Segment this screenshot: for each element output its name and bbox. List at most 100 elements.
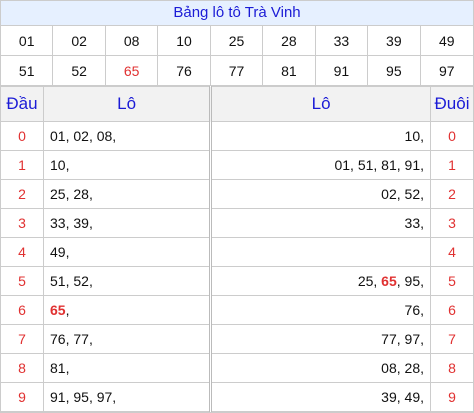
table-row: 8 81, 08, 28, 8 <box>1 353 473 383</box>
number-cell: 25 <box>210 26 264 56</box>
dau-digit: 5 <box>1 266 44 296</box>
lo-left-cell: 91, 95, 97, <box>42 382 213 412</box>
table-row: 1 10, 01, 51, 81, 91, 1 <box>1 150 473 180</box>
lo-left-cell: 51, 52, <box>42 266 213 296</box>
dau-digit: 2 <box>1 179 44 209</box>
lo-number: 25 <box>50 186 66 202</box>
lo-right-cell: 02, 52, <box>210 179 431 209</box>
duoi-digit: 5 <box>430 266 473 296</box>
lo-number: 08 <box>96 128 113 144</box>
lo-number: 08 <box>381 360 397 376</box>
number-cell: 65 <box>105 56 159 86</box>
lo-left-cell: 33, 39, <box>42 208 213 238</box>
lo-number: 52 <box>73 273 89 289</box>
lo-number: 01 <box>334 157 351 173</box>
number-cell: 95 <box>368 56 421 86</box>
lo-number: 39 <box>73 215 89 231</box>
table-header-row: Đầu Lô Lô Đuôi <box>1 86 473 122</box>
lo-left-cell: 25, 28, <box>42 179 213 209</box>
lo-number: 49 <box>50 244 66 260</box>
table-row: 6 65, 76, 6 <box>1 295 473 325</box>
dau-digit: 0 <box>1 121 44 151</box>
table-row: 3 33, 39, 33, 3 <box>1 208 473 238</box>
dau-digit: 1 <box>1 150 44 180</box>
lo-number: 28 <box>73 186 89 202</box>
lo-left-cell: 65, <box>42 295 213 325</box>
duoi-digit: 6 <box>430 295 473 325</box>
lo-number: 97 <box>96 389 113 405</box>
table-row: 7 76, 77, 77, 97, 7 <box>1 324 473 354</box>
duoi-digit: 4 <box>430 237 473 267</box>
lo-left-cell: 01, 02, 08, <box>42 121 213 151</box>
lo-number: 51 <box>50 273 66 289</box>
lo-number: 95 <box>404 273 421 289</box>
number-cell: 49 <box>420 26 473 56</box>
loto-table: Đầu Lô Lô Đuôi 0 01, 02, 08, 10, 0 1 10, 01, 5… <box>1 86 473 412</box>
lo-number: 95 <box>73 389 89 405</box>
duoi-digit: 8 <box>430 353 473 383</box>
lo-number: 25 <box>357 273 374 289</box>
lo-left-cell: 81, <box>42 353 213 383</box>
numbers-grid: 01 02 08 10 25 28 33 39 49 51 52 65 76 77 81 91 95 97 <box>1 26 473 86</box>
number-cell: 01 <box>1 26 54 56</box>
lo-number: 91 <box>50 389 66 405</box>
lo-number: 33 <box>50 215 66 231</box>
lo-number: 65 <box>381 273 397 289</box>
lo-number: 52 <box>404 186 421 202</box>
lo-right-cell: 77, 97, <box>210 324 431 354</box>
dau-digit: 7 <box>1 324 44 354</box>
lo-number: 51 <box>357 157 374 173</box>
lo-right-cell <box>210 237 431 267</box>
lo-number: 39 <box>381 389 397 405</box>
lo-number: 65 <box>50 302 66 318</box>
lo-number: 76 <box>50 331 66 347</box>
dau-digit: 8 <box>1 353 44 383</box>
lo-right-cell: 33, <box>210 208 431 238</box>
lo-number: 33 <box>404 215 421 231</box>
lo-left-cell: 10, <box>42 150 213 180</box>
number-cell: 97 <box>420 56 473 86</box>
number-cell: 81 <box>263 56 316 86</box>
number-cell: 10 <box>158 26 211 56</box>
table-row: 9 91, 95, 97, 39, 49, 9 <box>1 382 473 412</box>
board-title: Bảng lô tô Trà Vinh <box>1 1 473 26</box>
lo-number: 91 <box>404 157 421 173</box>
duoi-digit: 2 <box>430 179 473 209</box>
number-cell: 08 <box>105 26 159 56</box>
number-cell: 51 <box>1 56 54 86</box>
table-row: 2 25, 28, 02, 52, 2 <box>1 179 473 209</box>
duoi-digit: 9 <box>430 382 473 412</box>
number-cell: 77 <box>210 56 264 86</box>
dau-digit: 6 <box>1 295 44 325</box>
lo-number: 77 <box>381 331 397 347</box>
duoi-digit: 1 <box>430 150 473 180</box>
lo-number: 76 <box>404 302 421 318</box>
lo-number: 81 <box>381 157 397 173</box>
dau-digit: 3 <box>1 208 44 238</box>
number-cell: 33 <box>315 26 369 56</box>
lo-number: 02 <box>73 128 89 144</box>
lo-number: 10 <box>50 157 66 173</box>
lo-number: 97 <box>404 331 421 347</box>
duoi-digit: 7 <box>430 324 473 354</box>
table-row: 5 51, 52, 25, 65, 95, 5 <box>1 266 473 296</box>
lo-right-cell: 01, 51, 81, 91, <box>210 150 431 180</box>
lo-right-cell: 10, <box>210 121 431 151</box>
lo-right-cell: 39, 49, <box>210 382 431 412</box>
number-cell: 52 <box>53 56 106 86</box>
lo-number: 10 <box>404 128 421 144</box>
number-cell: 28 <box>263 26 316 56</box>
header-dau: Đầu <box>1 86 44 122</box>
lo-number: 81 <box>50 360 66 376</box>
lo-number: 77 <box>73 331 89 347</box>
lo-number: 28 <box>404 360 421 376</box>
dau-digit: 9 <box>1 382 44 412</box>
lo-right-cell: 76, <box>210 295 431 325</box>
number-cell: 76 <box>158 56 211 86</box>
duoi-digit: 3 <box>430 208 473 238</box>
lo-number: 49 <box>404 389 421 405</box>
number-cell: 91 <box>315 56 369 86</box>
table-row: 4 49, 4 <box>1 237 473 267</box>
number-cell: 39 <box>368 26 421 56</box>
